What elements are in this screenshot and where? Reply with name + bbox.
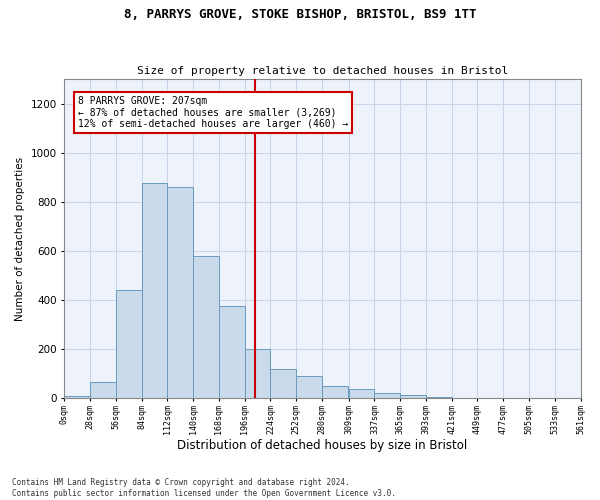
Bar <box>271 369 296 398</box>
Bar <box>219 306 245 398</box>
Bar <box>349 388 374 398</box>
Bar <box>322 386 348 398</box>
X-axis label: Distribution of detached houses by size in Bristol: Distribution of detached houses by size … <box>178 440 467 452</box>
Bar <box>400 394 426 398</box>
Title: Size of property relative to detached houses in Bristol: Size of property relative to detached ho… <box>137 66 508 76</box>
Bar <box>116 290 142 399</box>
Bar <box>64 396 90 398</box>
Bar <box>296 376 322 398</box>
Bar <box>142 184 167 398</box>
Bar <box>426 397 452 398</box>
Text: Contains HM Land Registry data © Crown copyright and database right 2024.
Contai: Contains HM Land Registry data © Crown c… <box>12 478 396 498</box>
Bar <box>193 256 219 398</box>
Bar <box>245 350 271 399</box>
Bar <box>374 394 400 398</box>
Bar <box>167 187 193 398</box>
Bar <box>90 382 116 398</box>
Text: 8, PARRYS GROVE, STOKE BISHOP, BRISTOL, BS9 1TT: 8, PARRYS GROVE, STOKE BISHOP, BRISTOL, … <box>124 8 476 20</box>
Text: 8 PARRYS GROVE: 207sqm
← 87% of detached houses are smaller (3,269)
12% of semi-: 8 PARRYS GROVE: 207sqm ← 87% of detached… <box>78 96 349 130</box>
Y-axis label: Number of detached properties: Number of detached properties <box>15 156 25 321</box>
